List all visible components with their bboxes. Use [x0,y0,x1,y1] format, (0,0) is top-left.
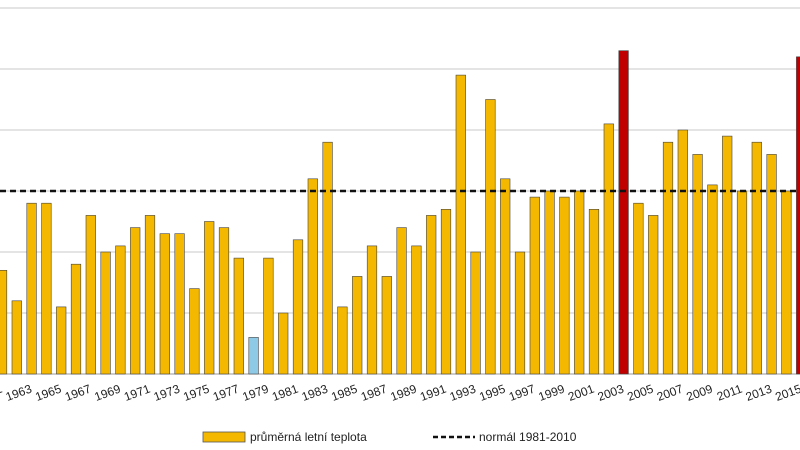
bar [337,306,348,375]
bar [322,141,333,375]
legend-swatch [202,431,246,443]
bar [396,227,407,375]
bar [144,215,156,375]
bar [648,215,659,375]
bar [307,178,318,375]
bar [766,154,777,375]
bar [485,99,496,375]
legend-label: normál 1981-2010 [479,430,577,444]
bar [529,196,540,375]
bar [781,190,792,375]
bar [352,276,363,375]
bar [426,215,437,375]
bar [263,257,274,375]
bar [618,50,629,375]
bar [26,202,37,375]
bar [751,141,762,375]
bar [796,56,800,375]
bar [662,141,674,375]
bar [189,288,200,375]
bar [218,227,230,375]
bar [455,74,466,375]
bar [440,209,452,375]
bar [514,251,526,375]
bar [677,129,688,375]
bar [85,215,96,375]
bar [56,306,67,375]
bar [41,202,52,375]
bar [130,227,141,375]
legend: průměrná letní teplota normál 1981-2010 [202,430,577,444]
bar [115,245,126,375]
legend-label: průměrná letní teplota [250,430,367,444]
x-tick-label: 1961 [0,382,4,404]
bar [603,123,614,375]
bar [0,269,8,375]
bar [544,190,555,375]
bar [159,233,170,375]
bar [248,337,259,375]
bar [722,135,733,375]
bar [736,190,748,375]
bar [707,184,718,375]
bar [70,263,82,375]
bar [292,239,304,375]
bar [633,202,644,375]
bar [692,154,703,375]
bar [500,178,511,375]
bar [588,209,600,375]
bar [574,190,585,375]
bar [204,221,215,375]
bar [278,312,289,375]
bar [174,233,185,375]
bar [470,251,481,375]
bar [411,245,422,375]
bar [381,276,392,375]
bar [559,196,570,375]
bar [366,245,378,375]
bar [233,257,244,375]
bar [11,300,22,375]
bar [100,251,111,375]
